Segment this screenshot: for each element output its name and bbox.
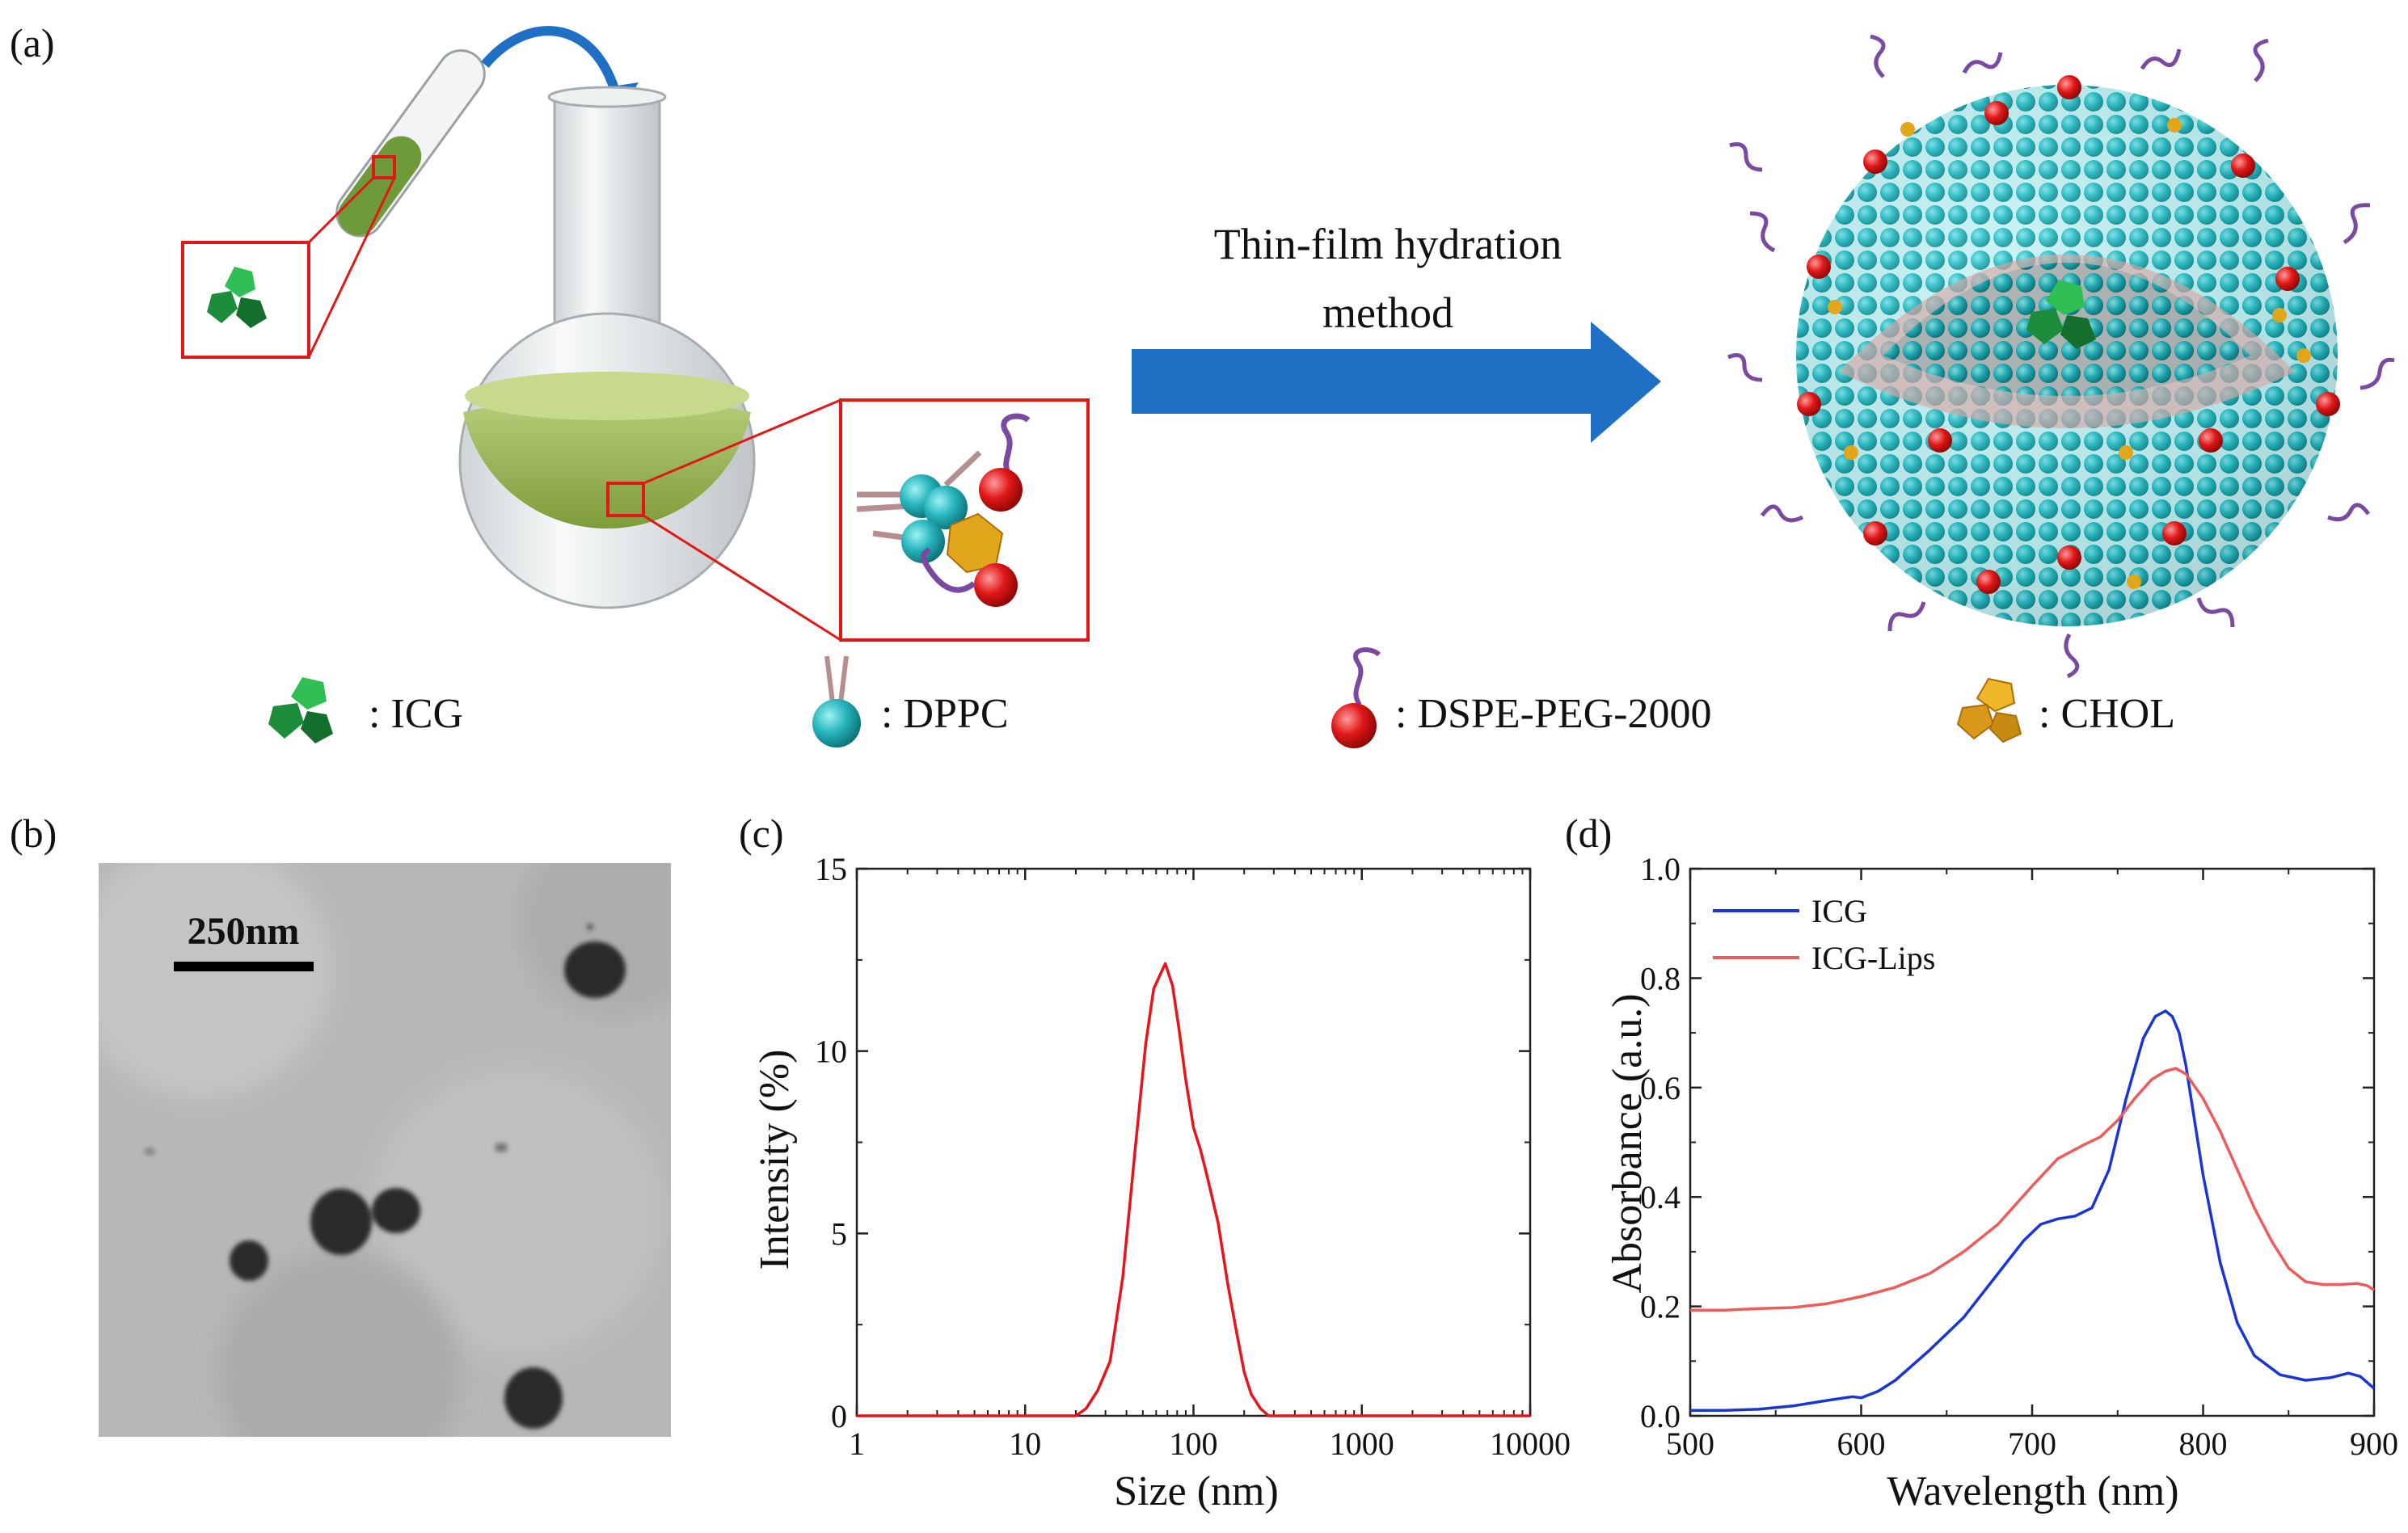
chart-d-xtick-label: 900 (2350, 1426, 2398, 1462)
chart-c-ytick-label: 10 (815, 1034, 847, 1070)
chart-d-ylabel: Absorbance (a.u.) (1605, 993, 1651, 1293)
icg-cluster-legend-icon (268, 677, 333, 743)
legend-label-dppc: : DPPC (881, 691, 1009, 737)
chart-d-legend-label-0: ICG (1811, 893, 1867, 929)
chart-d-xtick-label: 700 (2008, 1426, 2056, 1462)
chart-d-ytick-label: 0.8 (1640, 960, 1681, 996)
legend-label-icg: : ICG (369, 691, 463, 737)
chart-c-xtick-label: 10 (1009, 1426, 1041, 1462)
chart-d-plot-frame (1689, 867, 2376, 1417)
chart-c-xtick-label: 1000 (1330, 1426, 1394, 1462)
chart-c-xtick-label: 100 (1170, 1426, 1218, 1462)
dspe-peg-icon (1331, 647, 1381, 748)
lipid-zoom-box (839, 398, 1090, 642)
process-label-line1: Thin-film hydration (1214, 220, 1562, 268)
chart-c-ytick-label: 0 (831, 1398, 847, 1434)
scale-bar-label: 250nm (188, 910, 300, 953)
chart-d-xtick-label: 800 (2179, 1426, 2228, 1462)
chart-c-xtick-label: 1 (849, 1426, 865, 1462)
panel-label-b: (b) (10, 811, 57, 856)
encapsulated-icg-icon (2026, 280, 2096, 349)
chart-d-xlabel: Wavelength (nm) (1887, 1468, 2178, 1514)
chart-c-xtick-label: 10000 (1490, 1426, 1571, 1462)
legend-icg: : ICG (268, 677, 463, 743)
dspe-markers (1797, 75, 2340, 594)
chart-d-series-icg (1690, 1009, 2376, 1412)
chart-d-ytick-label: 0.4 (1640, 1179, 1681, 1215)
chart-d-ytick-label: 0.2 (1640, 1289, 1681, 1325)
dppc-lipid-icon (812, 655, 861, 748)
pour-arrow (481, 26, 619, 91)
round-bottom-flask (458, 86, 756, 609)
chart-c-plot-frame (855, 867, 1532, 1417)
chart-d-ytick-label: 0.0 (1640, 1398, 1681, 1434)
legend-dspe: : DSPE-PEG-2000 (1331, 647, 1711, 748)
legend-label-dspe: : DSPE-PEG-2000 (1395, 691, 1711, 737)
chart-d-series-icg-lips (1690, 1067, 2375, 1312)
nanoparticles (144, 924, 626, 1429)
chol-markers (1828, 118, 2311, 589)
legend-chol: : CHOL (1956, 677, 2175, 743)
tem-micrograph: 250nm (99, 863, 671, 1437)
absorbance-chart: Absorbance (a.u.) Wavelength (nm) 500 600… (1605, 851, 2398, 1514)
legend-label-chol: : CHOL (2039, 691, 2175, 737)
panel-label-a: (a) (10, 20, 55, 65)
icg-zoom-box (181, 241, 310, 359)
size-distribution-chart: Intensity (%) Size (nm) 1 10 100 1000 10000 0… (752, 851, 1571, 1514)
process-arrow (1132, 322, 1661, 443)
chart-c-ytick-label: 5 (831, 1215, 847, 1252)
chart-d-xtick-label: 600 (1837, 1426, 1886, 1462)
chart-c-ylabel: Intensity (%) (752, 1050, 798, 1270)
process-label-line2: method (1322, 288, 1453, 337)
legend-dppc: : DPPC (812, 655, 1009, 748)
chart-d-ytick-label: 0.6 (1640, 1070, 1681, 1106)
lipid-mixture-illustration (856, 413, 1031, 607)
chol-cluster-icon (1956, 677, 2022, 743)
chart-d-ytick-label: 1.0 (1640, 851, 1681, 887)
panel-label-d: (d) (1565, 811, 1612, 856)
chart-c-xlabel: Size (nm) (1114, 1468, 1279, 1514)
chart-d-xtick-label: 500 (1666, 1426, 1714, 1462)
chart-c-ytick-label: 15 (815, 851, 847, 887)
panel-label-c: (c) (739, 811, 784, 856)
test-tube (335, 49, 486, 238)
chart-d-legend-label-1: ICG-Lips (1811, 940, 1935, 976)
peg-chains (1727, 34, 2395, 679)
liposome-illustration (1727, 34, 2395, 679)
scale-bar (174, 962, 314, 971)
chart-c-series-size-distribution (857, 962, 1530, 1417)
icg-cluster-icon (207, 267, 267, 328)
